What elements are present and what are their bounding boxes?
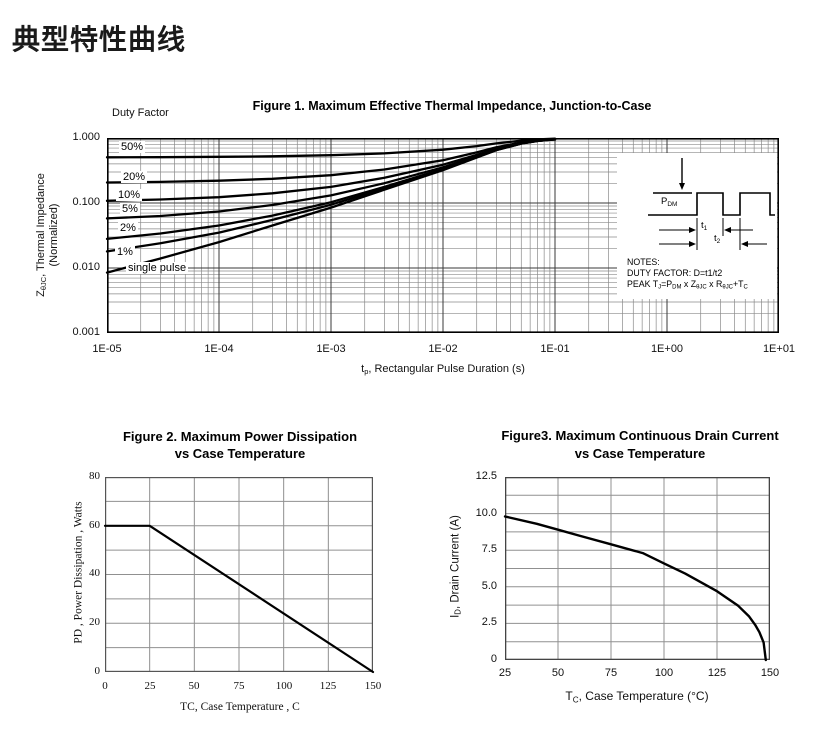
- fig2-x-tick: 0: [102, 680, 108, 692]
- fig1-y-tick: 1.000: [72, 131, 100, 143]
- fig2-y-tick: 60: [89, 519, 100, 531]
- arrowhead: [724, 227, 731, 233]
- fig1-y-axis-label-line2: (Normalized): [48, 203, 60, 267]
- fig3-title-line1: Figure3. Maximum Continuous Drain Curren…: [501, 428, 779, 443]
- fig1-title: Figure 1. Maximum Effective Thermal Impe…: [252, 99, 652, 113]
- drain-current-curve: [503, 515, 767, 662]
- arrowhead: [741, 241, 748, 247]
- fig1-x-axis-label: tp, Rectangular Pulse Duration (s): [361, 363, 525, 377]
- fig2-y-tick: 40: [89, 567, 100, 579]
- fig1-notes-line3: PEAK TJ=PDM x ZθJC x RθJC+TC: [627, 279, 748, 291]
- fig3-drain-current-plot: [503, 476, 771, 662]
- fig3-x-tick: 150: [760, 667, 780, 679]
- curve-single-pulse: [105, 138, 557, 274]
- fig1-y-tick: 0.001: [72, 326, 100, 338]
- fig2-power-dissipation-plot: [103, 477, 375, 674]
- fig1-x-tick: 1E+01: [762, 343, 796, 355]
- arrowhead: [689, 241, 696, 247]
- fig1-y-axis-label: ZθJC, Thermal Impedance (Normalized): [35, 115, 61, 355]
- fig2-x-tick: 25: [144, 680, 156, 692]
- fig3-x-tick: 100: [654, 667, 674, 679]
- fig3-y-tick: 5.0: [481, 580, 497, 592]
- fig1-x-tick: 1E-03: [316, 343, 346, 355]
- fig1-curve-label-single-pulse: single pulse: [126, 262, 189, 274]
- fig1-y-tick: 0.010: [72, 261, 100, 273]
- fig1-x-tick: 1E-04: [204, 343, 234, 355]
- fig3-y-tick: 12.5: [475, 470, 497, 482]
- fig2-y-tick: 20: [89, 616, 100, 628]
- fig3-x-axis-label: TC, Case Temperature (°C): [565, 689, 709, 705]
- fig3-y-tick: 2.5: [481, 616, 497, 628]
- fig2-plot-border: [105, 477, 373, 673]
- fig3-y-axis-label: ID, Drain Current (A): [449, 515, 463, 618]
- fig1-y-tick: 0.100: [72, 196, 100, 208]
- fig2-x-tick: 125: [319, 680, 337, 692]
- fig3-y-tick: 10.0: [475, 507, 497, 519]
- fig2-title-line1: Figure 2. Maximum Power Dissipation: [122, 429, 358, 444]
- fig1-x-tick: 1E+00: [650, 343, 684, 355]
- fig3-y-tick: 7.5: [481, 543, 497, 555]
- fig2-y-tick: 80: [89, 470, 100, 482]
- fig1-curve-label-50pct: 50%: [119, 141, 146, 153]
- power-dissipation-curve: [103, 524, 375, 674]
- fig2-x-tick: 75: [233, 680, 245, 692]
- fig2-title-line2: vs Case Temperature: [174, 446, 306, 461]
- fig3-x-tick: 75: [604, 667, 618, 679]
- arrowhead: [689, 227, 696, 233]
- fig1-y-axis-label-line1: ZθJC, Thermal Impedance: [35, 173, 49, 297]
- fig1-x-tick: 1E-01: [540, 343, 570, 355]
- fig2-x-tick: 150: [364, 680, 382, 692]
- fig2-x-tick: 50: [188, 680, 200, 692]
- fig2-x-tick: 100: [275, 680, 293, 692]
- fig3-x-tick: 125: [707, 667, 727, 679]
- fig1-curve-label-2pct: 2%: [118, 222, 138, 234]
- fig1-duty-factor-label: Duty Factor: [112, 107, 169, 119]
- fig1-notes-line2: DUTY FACTOR: D=t1/t2: [627, 268, 723, 278]
- fig3-title-line2: vs Case Temperature: [574, 446, 706, 461]
- fig1-thermal-impedance-plot: [105, 137, 780, 333]
- fig1-curve-label-5pct: 5%: [120, 203, 140, 215]
- fig3-x-tick: 25: [498, 667, 512, 679]
- fig1-inset-t1-label: t1: [701, 220, 708, 232]
- fig3-plot-border: [504, 476, 771, 660]
- fig3-x-tick: 50: [551, 667, 565, 679]
- fig1-curve-label-1pct: 1%: [115, 246, 135, 258]
- fig1-curve-label-10pct: 10%: [116, 189, 143, 201]
- fig1-inset-pdm-label: PDM: [661, 196, 678, 208]
- fig2-x-axis-label: TC, Case Temperature , C: [180, 701, 300, 713]
- fig2-y-axis-label: PD , Power Dissipation , Watts: [72, 501, 85, 644]
- curve-50pct: [105, 137, 557, 159]
- fig1-notes-line1: NOTES:: [627, 257, 660, 267]
- fig1-inset-t2-label: t2: [714, 233, 721, 245]
- page-title: 典型特性曲线: [12, 25, 187, 56]
- fig1-curve-label-20pct: 20%: [121, 171, 148, 183]
- fig1-x-tick: 1E-02: [428, 343, 458, 355]
- fig3-y-tick: 0: [490, 653, 497, 665]
- fig1-x-tick: 1E-05: [92, 343, 122, 355]
- fig2-y-tick: 0: [94, 665, 101, 677]
- arrowhead: [679, 183, 685, 190]
- pulse-waveform: [648, 192, 775, 216]
- fig1-plot-border: [107, 138, 780, 333]
